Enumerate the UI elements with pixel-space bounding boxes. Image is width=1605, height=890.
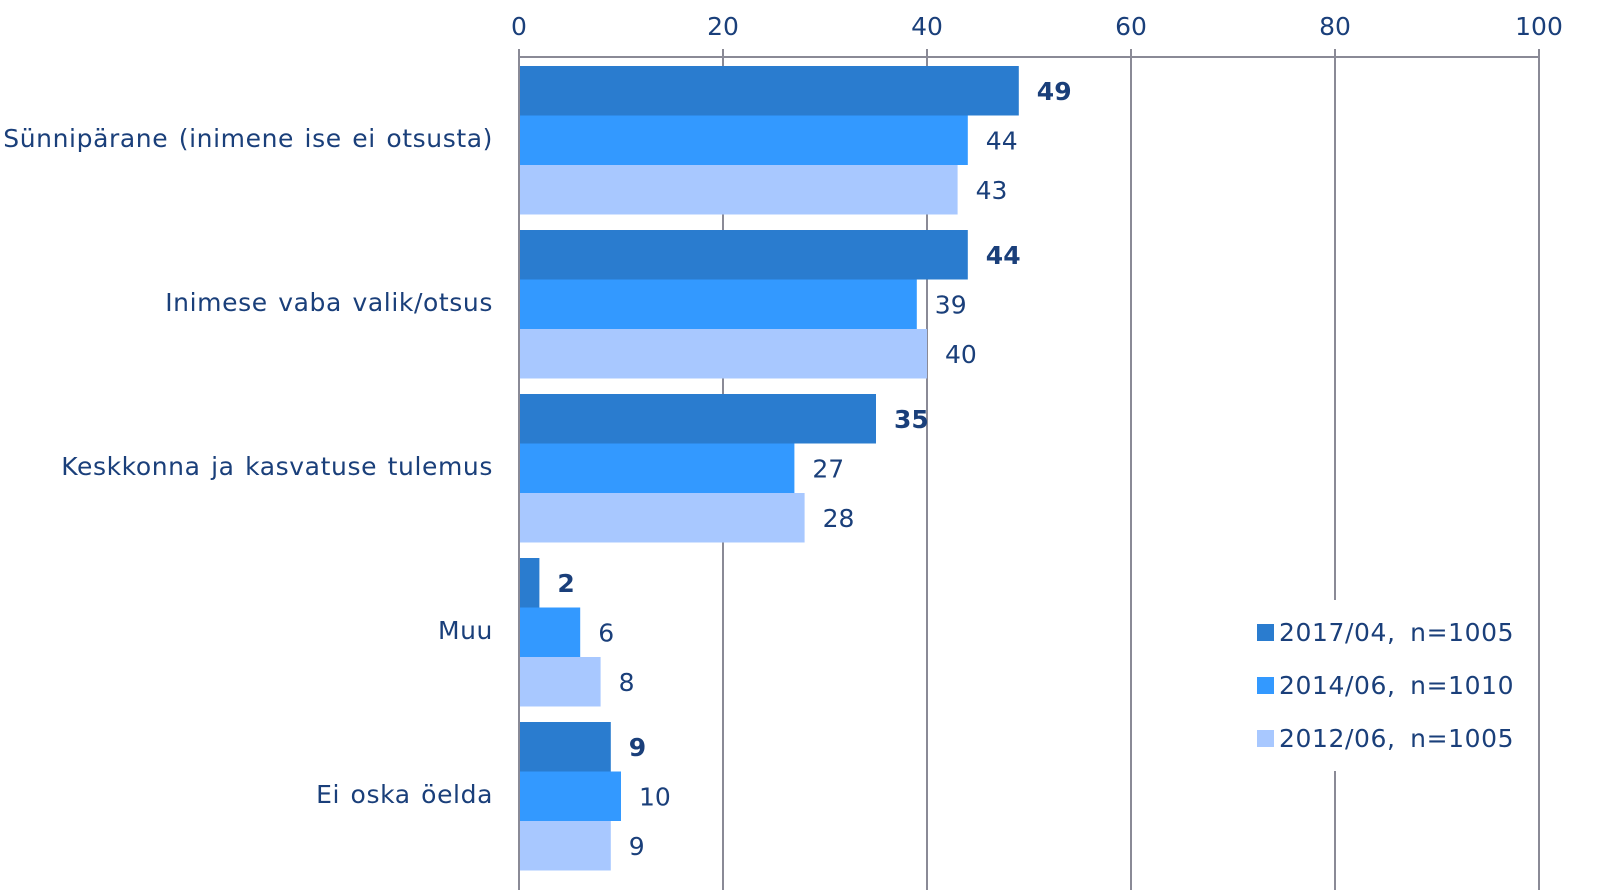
legend-item-2014: 2014/06, n=1010 [1257,659,1514,712]
bar-4-series-3 [519,657,601,707]
bar-2-series-1 [519,230,968,280]
data-label-4-series-3: 8 [619,668,635,697]
bar-1-series-1 [519,66,1019,116]
bar-3-series-3 [519,493,805,543]
category-label-4: Muu [437,616,493,646]
x-tick-label-40: 40 [911,12,943,41]
legend-swatch-2012 [1257,730,1274,747]
category-label-1: Sünnipärane (inimene ise ei otsusta) [3,124,493,154]
data-label-3-series-2: 27 [812,454,844,483]
legend-label-2017: 2017/04, n=1005 [1279,618,1515,647]
data-label-2-series-1: 44 [986,241,1021,270]
bar-1-series-2 [519,115,968,165]
bar-4-series-2 [519,607,581,657]
legend-item-2017: 2017/04, n=1005 [1257,606,1514,659]
x-tick-label-100: 100 [1515,12,1563,41]
bar-5-series-1 [519,722,611,772]
legend-swatch-2017 [1257,624,1274,641]
category-label-2: Inimese vaba valik/otsus [165,288,493,318]
x-tick-label-20: 20 [707,12,739,41]
data-label-1-series-1: 49 [1037,77,1072,106]
legend-label-2014: 2014/06, n=1010 [1279,671,1515,700]
data-label-5-series-1: 9 [629,733,646,762]
bar-1-series-3 [519,165,958,215]
legend-item-2012: 2012/06, n=1005 [1257,712,1514,765]
data-label-4-series-2: 6 [598,618,614,647]
bar-4-series-1 [519,558,540,608]
data-label-1-series-3: 43 [976,176,1008,205]
bar-2-series-3 [519,329,927,379]
bar-5-series-3 [519,821,611,871]
x-tick-label-60: 60 [1115,12,1147,41]
data-label-2-series-2: 39 [935,290,967,319]
legend-swatch-2014 [1257,677,1274,694]
data-label-5-series-2: 10 [639,782,671,811]
x-tick-label-0: 0 [511,12,527,41]
legend-label-2012: 2012/06, n=1005 [1279,724,1515,753]
data-label-3-series-1: 35 [894,405,929,434]
bar-3-series-1 [519,394,876,444]
data-label-5-series-3: 9 [629,832,645,861]
x-tick-label-80: 80 [1319,12,1351,41]
bar-2-series-2 [519,279,917,329]
category-label-3: Keskkonna ja kasvatuse tulemus [61,452,493,482]
data-label-2-series-3: 40 [945,340,977,369]
data-label-1-series-2: 44 [986,126,1018,155]
data-label-3-series-3: 28 [823,504,855,533]
bar-3-series-2 [519,443,795,493]
bar-5-series-2 [519,771,621,821]
legend: 2017/04, n=1005 2014/06, n=1010 2012/06,… [1251,600,1523,771]
data-label-4-series-1: 2 [557,569,574,598]
category-label-5: Ei oska öelda [316,780,493,810]
